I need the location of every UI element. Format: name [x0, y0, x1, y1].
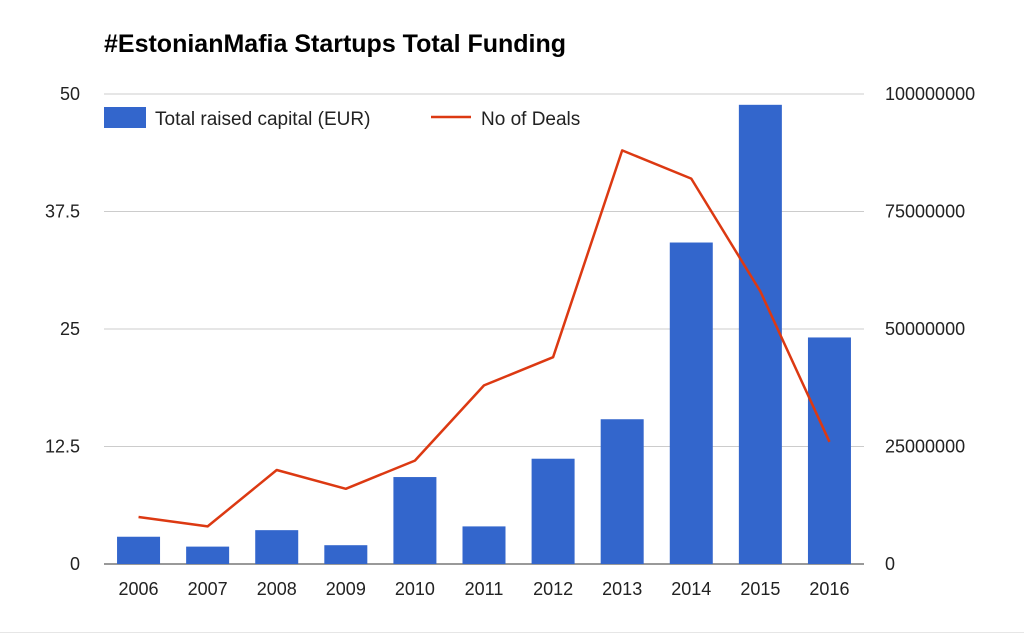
x-tick-label: 2016 [809, 579, 849, 599]
y-left-tick-label: 0 [70, 554, 80, 574]
legend-swatch-bar [104, 107, 146, 128]
legend-label-line: No of Deals [481, 109, 580, 130]
x-tick-label: 2014 [671, 579, 711, 599]
y-right-tick-label: 50000000 [885, 319, 965, 339]
bar [600, 419, 644, 564]
y-left-tick-label: 25 [60, 319, 80, 339]
bar-series [117, 104, 851, 564]
bar [807, 337, 851, 564]
y-left-tick-label: 50 [60, 84, 80, 104]
bar [186, 546, 230, 564]
y-right-tick-label: 0 [885, 554, 895, 574]
x-tick-label: 2011 [465, 579, 504, 599]
x-tick-label: 2012 [533, 579, 573, 599]
x-tick-label: 2006 [119, 579, 159, 599]
bar [531, 458, 575, 564]
y-left-tick-label: 37.5 [45, 202, 80, 222]
y-right-tick-label: 75000000 [885, 202, 965, 222]
y-right-tick-label: 25000000 [885, 437, 965, 457]
x-tick-label: 2008 [257, 579, 297, 599]
gridlines [104, 93, 864, 565]
line-series [138, 149, 831, 528]
bar [117, 536, 161, 564]
footer-divider [0, 632, 1024, 633]
y-left-tick-label: 12.5 [45, 437, 80, 457]
axis-labels: 0 0 12.5 25000000 25 50000000 37.5 75000000 50 10… [45, 84, 975, 599]
bar [324, 545, 368, 564]
deals-line [138, 149, 831, 528]
bar [462, 526, 506, 564]
y-right-tick-label: 100000000 [885, 84, 975, 104]
x-tick-label: 2010 [395, 579, 435, 599]
chart-title: #EstonianMafia Startups Total Funding [104, 30, 567, 58]
bar [738, 104, 782, 564]
x-tick-label: 2009 [326, 579, 366, 599]
bar [255, 530, 299, 564]
legend-label-bar: Total raised capital (EUR) [155, 109, 370, 130]
bar [393, 477, 437, 564]
x-tick-label: 2015 [740, 579, 780, 599]
bar [669, 242, 713, 564]
legend: Total raised capital (EUR) No of Deals [104, 107, 580, 130]
x-tick-label: 2013 [602, 579, 642, 599]
x-tick-label: 2007 [188, 579, 228, 599]
